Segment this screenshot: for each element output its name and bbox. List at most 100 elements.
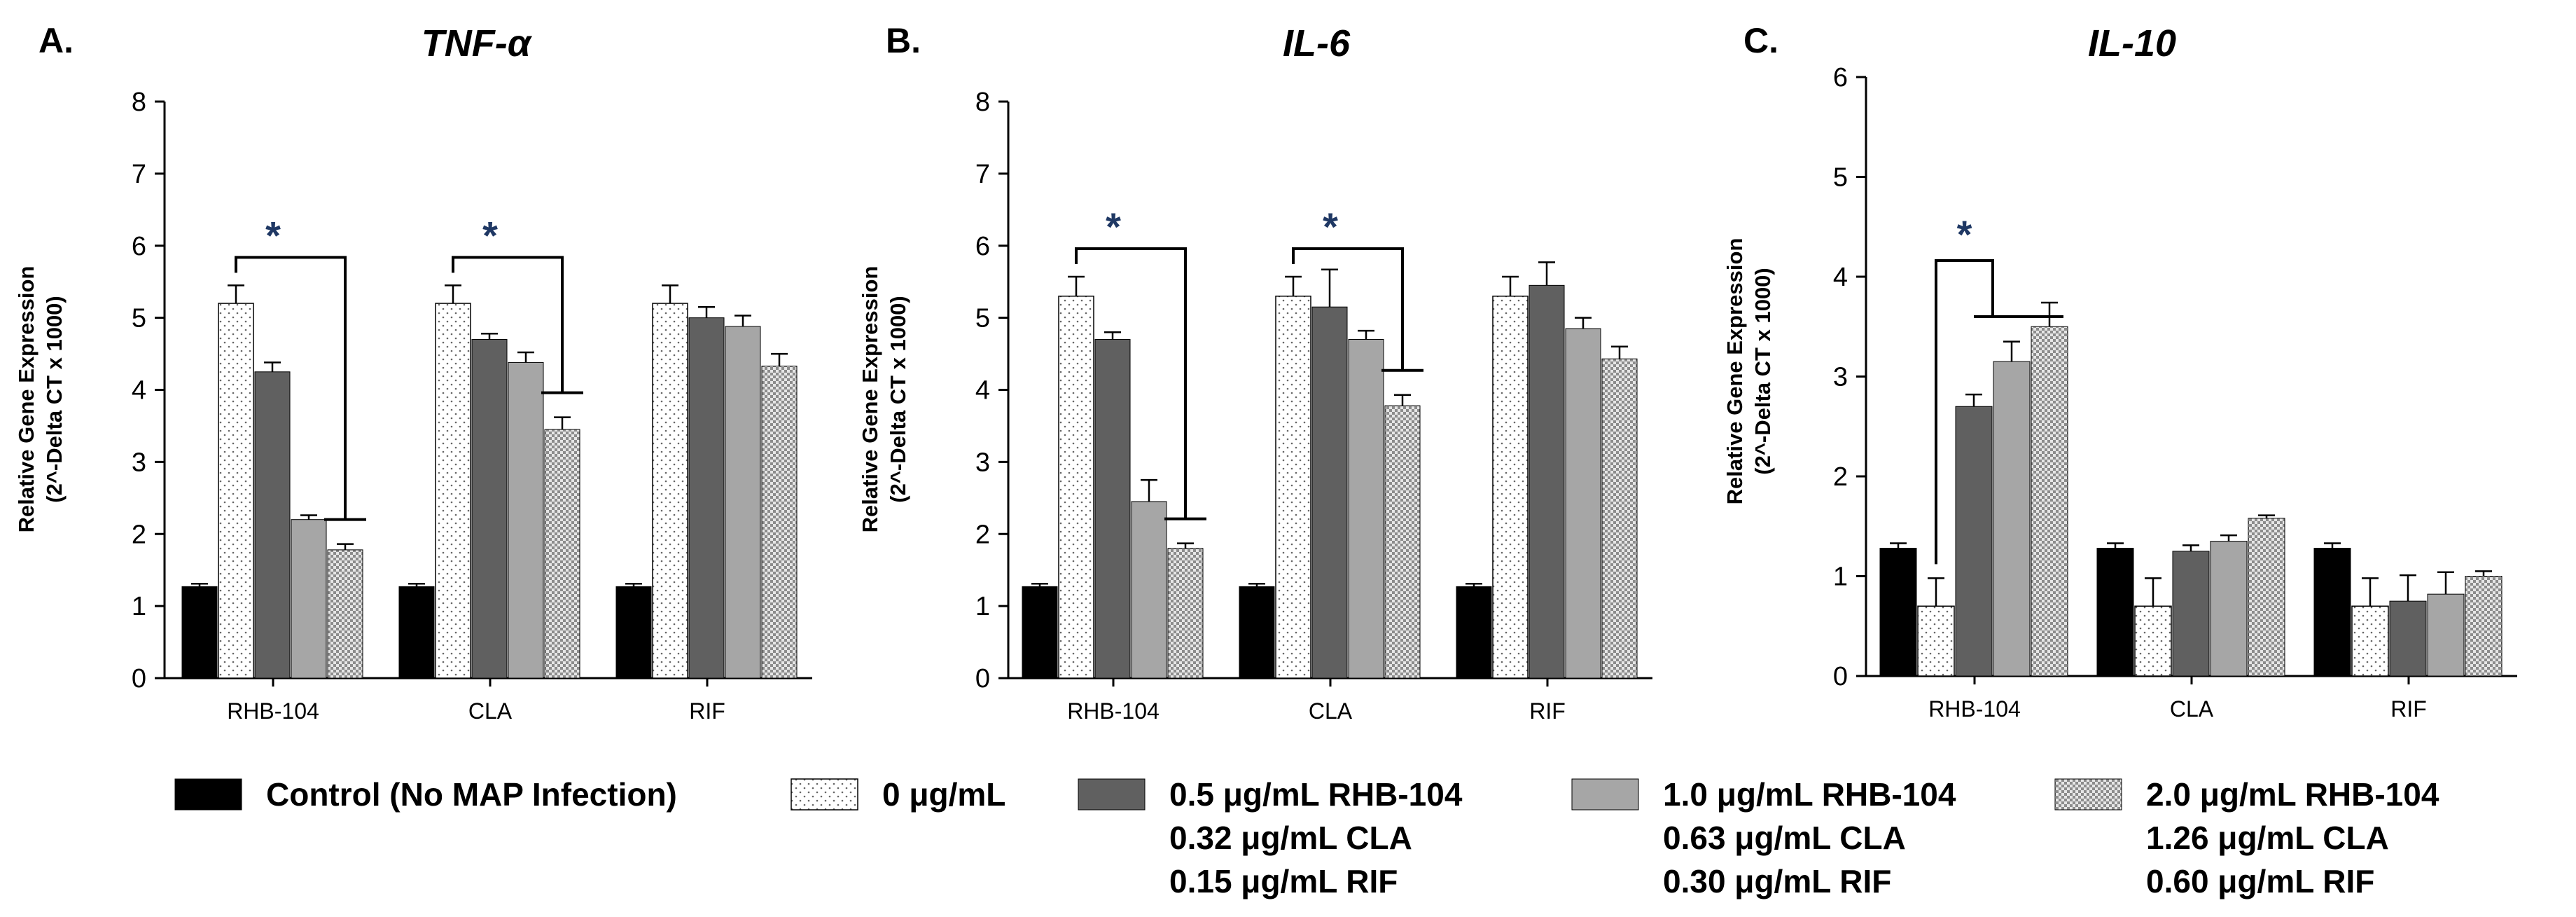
y-tick-label: 7 bbox=[132, 160, 146, 189]
legend-swatch bbox=[791, 778, 858, 811]
x-tick-label: CLA bbox=[2170, 696, 2214, 722]
legend-label: 1.0 μg/mL RHB-104 bbox=[1663, 776, 1956, 813]
y-tick-label: 7 bbox=[975, 160, 990, 189]
bar-mid-dose bbox=[1348, 338, 1384, 679]
bar-mid-dose bbox=[291, 519, 327, 679]
y-tick-label: 0 bbox=[975, 664, 990, 694]
legend-swatch bbox=[2054, 778, 2122, 811]
y-tick-label: 5 bbox=[1833, 163, 1848, 193]
bar-mid-dose bbox=[508, 361, 544, 679]
legend-item-high-dose: 2.0 μg/mL RHB-104 1.26 μg/mL CLA 0.60 μg/m… bbox=[2054, 776, 2439, 899]
y-tick-label: 8 bbox=[975, 88, 990, 117]
y-tick-label: 6 bbox=[975, 232, 990, 261]
y-tick-label: 8 bbox=[132, 88, 146, 117]
bar-high-dose bbox=[1601, 358, 1638, 679]
bar-control bbox=[1022, 586, 1058, 679]
bar-high-dose bbox=[327, 549, 363, 679]
plot-area: 0 1 2 3 4 5 6 7 8 RHB-104 CLA RIF * * bbox=[975, 88, 1652, 724]
y-tick-label: 1 bbox=[975, 592, 990, 621]
bar-0-ug bbox=[1917, 605, 1955, 677]
x-tick-label: CLA bbox=[1309, 698, 1353, 724]
legend-swatch bbox=[1571, 778, 1639, 811]
bar-control bbox=[398, 586, 435, 679]
panel-label: A. bbox=[39, 21, 74, 60]
legend-label: 0 μg/mL bbox=[882, 776, 1005, 813]
y-axis-label-line1: Relative Gene Expression bbox=[1722, 238, 1747, 505]
legend-label: 1.26 μg/mL CLA bbox=[2146, 820, 2389, 856]
legend-label: 0.5 μg/mL RHB-104 bbox=[1169, 776, 1463, 813]
panel-label: B. bbox=[886, 21, 921, 60]
y-axis-label-line2: (2^-Delta CT x 1000) bbox=[1750, 268, 1775, 474]
legend-label: 0.32 μg/mL CLA bbox=[1169, 820, 1412, 856]
x-tick-label: RHB-104 bbox=[1067, 698, 1160, 724]
legend-label: 0.30 μg/mL RIF bbox=[1663, 863, 1891, 899]
legend: Control (No MAP Infection) 0 μg/mL 0.5 μg/… bbox=[174, 776, 2439, 899]
bar-low-dose bbox=[1311, 306, 1348, 679]
bar-0-ug bbox=[1275, 296, 1311, 679]
bar-low-dose bbox=[1955, 406, 1993, 677]
legend-label: 0.63 μg/mL CLA bbox=[1663, 820, 1906, 856]
significance-bracket bbox=[452, 256, 564, 393]
bar-0-ug bbox=[435, 303, 471, 679]
bar-control bbox=[2313, 548, 2351, 677]
bar-low-dose bbox=[688, 317, 725, 679]
y-tick-label: 3 bbox=[132, 448, 146, 477]
bar-low-dose bbox=[471, 338, 508, 679]
significance-asterisk: * bbox=[1106, 205, 1121, 249]
bar-control bbox=[181, 586, 218, 679]
y-tick-label: 1 bbox=[1833, 563, 1848, 592]
panel-il-10: C. IL-10 Relative Gene Expression (2^-De… bbox=[1722, 21, 2517, 722]
panel-tnf-alpha: A. TNF-α Relative Gene Expression (2^-De… bbox=[14, 21, 812, 724]
bar-mid-dose bbox=[725, 326, 761, 679]
bar-low-dose bbox=[1529, 284, 1565, 679]
bar-control bbox=[2096, 548, 2134, 677]
bar-high-dose bbox=[544, 429, 580, 679]
y-tick-label: 2 bbox=[132, 520, 146, 549]
bar-mid-dose bbox=[1565, 328, 1601, 679]
significance-bracket bbox=[1292, 247, 1404, 371]
y-tick-label: 3 bbox=[975, 448, 990, 477]
plot-area: 0 1 2 3 4 5 6 7 8 RHB-104 CLA RIF * * bbox=[132, 88, 812, 724]
y-axis-label-line2: (2^-Delta CT x 1000) bbox=[886, 296, 910, 502]
y-axis-label-line2: (2^-Delta CT x 1000) bbox=[42, 296, 67, 502]
legend-item-control: Control (No MAP Infection) bbox=[174, 776, 677, 813]
bar-high-dose bbox=[2465, 576, 2502, 677]
bar-high-dose bbox=[2031, 326, 2068, 677]
bar-0-ug bbox=[2134, 605, 2172, 677]
significance-asterisk: * bbox=[265, 213, 281, 257]
plot-area: 0 1 2 3 4 5 6 RHB-104 CLA RIF * bbox=[1833, 63, 2517, 722]
significance-asterisk: * bbox=[482, 213, 498, 257]
chart-title: IL-10 bbox=[2088, 22, 2176, 64]
legend-label: Control (No MAP Infection) bbox=[266, 776, 677, 813]
y-tick-label: 0 bbox=[132, 664, 146, 694]
legend-swatch bbox=[174, 778, 242, 811]
bar-control bbox=[1879, 548, 1917, 677]
significance-bracket bbox=[235, 256, 347, 520]
y-axis-label-line1: Relative Gene Expression bbox=[14, 266, 39, 533]
bar-0-ug bbox=[2351, 605, 2389, 677]
chart-title: IL-6 bbox=[1283, 22, 1351, 64]
significance-bracket bbox=[1935, 259, 1994, 565]
y-tick-label: 5 bbox=[975, 304, 990, 333]
bar-high-dose bbox=[2248, 518, 2285, 677]
bar-0-ug bbox=[1492, 296, 1529, 679]
x-tick-label: RIF bbox=[1529, 698, 1566, 724]
legend-label: 2.0 μg/mL RHB-104 bbox=[2146, 776, 2439, 813]
bar-low-dose bbox=[2172, 551, 2210, 677]
x-tick-label: RHB-104 bbox=[227, 698, 319, 724]
legend-swatch bbox=[1078, 778, 1146, 811]
y-tick-label: 5 bbox=[132, 304, 146, 333]
panel-il-6: B. IL-6 Relative Gene Expression (2^-Del… bbox=[858, 21, 1652, 724]
x-tick-label: CLA bbox=[468, 698, 513, 724]
significance-bracket bbox=[1075, 247, 1187, 519]
y-tick-label: 1 bbox=[132, 592, 146, 621]
bar-mid-dose bbox=[2427, 593, 2465, 677]
bar-mid-dose bbox=[1993, 361, 2031, 677]
y-tick-label: 4 bbox=[132, 376, 146, 406]
bar-control bbox=[1456, 586, 1492, 679]
legend-label: 0.60 μg/mL RIF bbox=[2146, 863, 2374, 899]
legend-item-mid-dose: 1.0 μg/mL RHB-104 0.63 μg/mL CLA 0.30 μg/m… bbox=[1571, 776, 1956, 899]
bar-0-ug bbox=[218, 303, 254, 679]
x-tick-label: RHB-104 bbox=[1928, 696, 2021, 722]
